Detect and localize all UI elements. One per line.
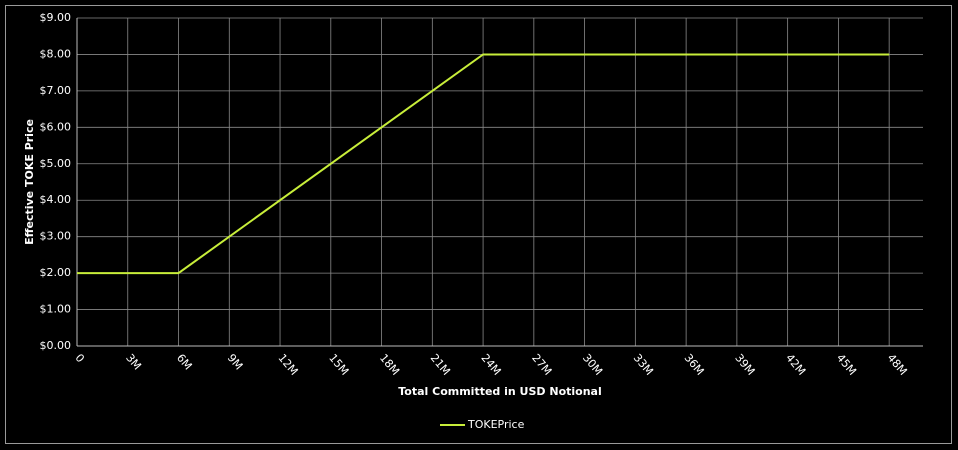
y-axis-title: Effective TOKE Price [23, 119, 36, 245]
y-tick-label: $2.00 [40, 266, 72, 279]
y-tick-label: $8.00 [40, 47, 72, 60]
y-tick-label: $4.00 [40, 193, 72, 206]
y-tick-label: $7.00 [40, 84, 72, 97]
y-tick-label: $5.00 [40, 157, 72, 170]
y-tick-label: $0.00 [40, 339, 72, 352]
legend-label: TOKEPrice [467, 418, 525, 431]
chart-frame [5, 5, 952, 444]
data-line [77, 53, 890, 275]
y-tick-label: $9.00 [40, 11, 72, 24]
y-tick-label: $6.00 [40, 120, 72, 133]
y-tick-label: $1.00 [40, 303, 72, 316]
x-axis-title: Total Committed in USD Notional [398, 385, 602, 398]
y-tick-label: $3.00 [40, 230, 72, 243]
